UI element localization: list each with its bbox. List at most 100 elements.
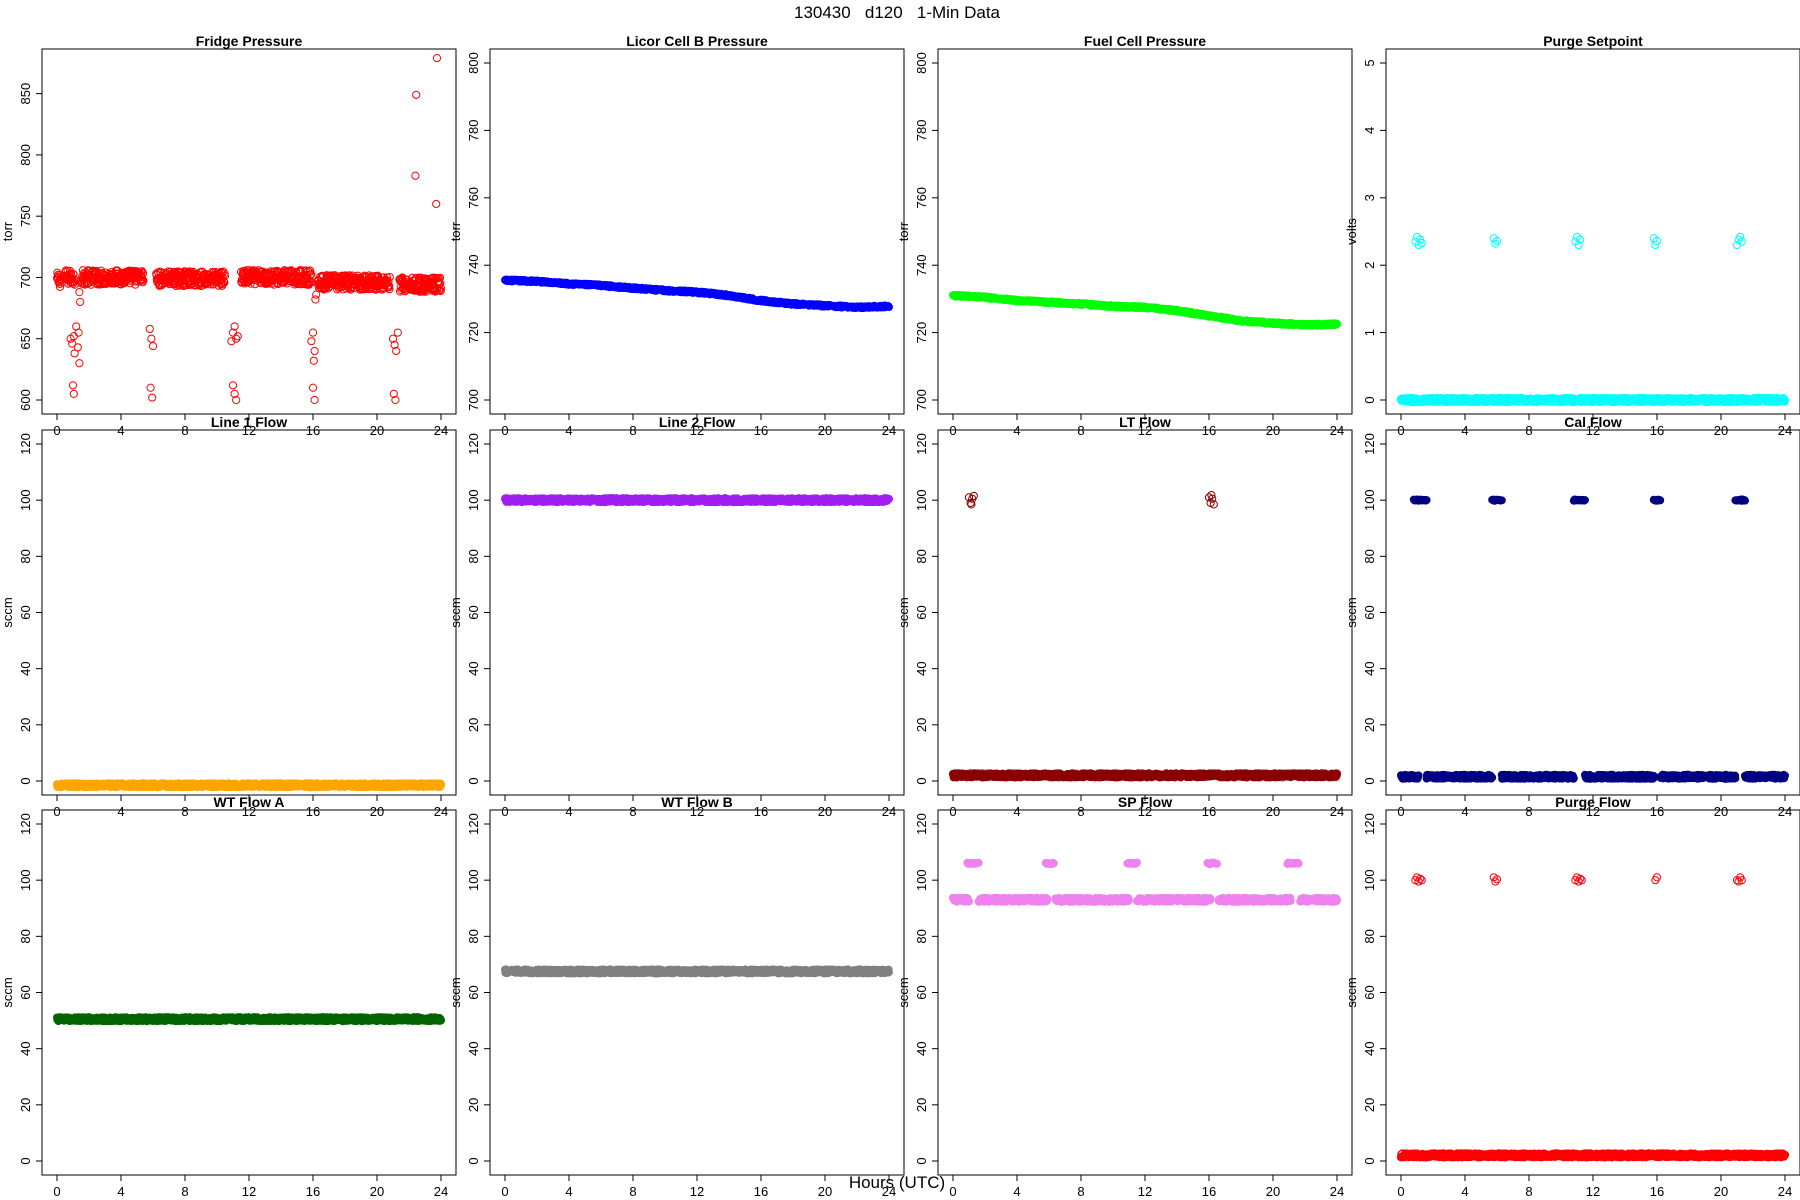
y-tick-label: 760 [914, 187, 929, 209]
data-point [312, 290, 321, 299]
panel-title: Line 2 Flow [659, 414, 735, 430]
y-tick-label: 720 [914, 322, 929, 344]
y-tick-label: 760 [466, 187, 481, 209]
y-tick-label: 780 [914, 120, 929, 142]
data-point [308, 328, 318, 337]
y-tick-label: 750 [18, 205, 33, 227]
series-markers [949, 290, 1342, 330]
y-tick-label: 60 [18, 605, 33, 619]
series-markers [53, 779, 445, 792]
x-tick-label: 16 [306, 804, 320, 819]
data-point [146, 383, 155, 392]
data-point [75, 288, 84, 297]
x-tick-label: 24 [434, 804, 448, 819]
x-tick-label: 0 [53, 804, 60, 819]
plot-frame [41, 48, 457, 415]
data-point [139, 276, 148, 285]
figure-title: 130430 d120 1-Min Data [794, 3, 1001, 22]
data-point [393, 328, 402, 337]
data-point [137, 272, 146, 281]
data-point [145, 324, 154, 334]
data-point [412, 90, 421, 99]
y-tick-label: 600 [18, 389, 33, 411]
y-tick-label: 3 [1362, 194, 1377, 201]
y-tick-label: 120 [18, 433, 33, 455]
y-tick-label: 0 [1362, 396, 1377, 403]
y-tick-label: 40 [18, 661, 33, 675]
data-point [1333, 319, 1342, 328]
y-tick-label: 780 [466, 120, 481, 142]
data-point [1651, 240, 1660, 250]
plot-frame [41, 429, 457, 796]
y-tick-label: 800 [466, 52, 481, 74]
data-point [310, 395, 319, 405]
plot-frame [937, 48, 1353, 415]
data-point [885, 303, 894, 312]
y-tick-label: 4 [1362, 127, 1377, 134]
y-axis-label: torr [448, 221, 463, 241]
data-point [148, 341, 158, 351]
data-point [228, 381, 238, 390]
y-axis-label: sccm [0, 597, 15, 627]
y-tick-label: 700 [914, 389, 929, 411]
y-tick-label: 720 [466, 322, 481, 344]
x-tick-label: 20 [370, 804, 384, 819]
y-tick-label: 850 [18, 83, 33, 105]
x-tick-label: 8 [181, 804, 188, 819]
y-tick-label: 740 [466, 254, 481, 276]
data-point [148, 393, 157, 402]
data-point [432, 199, 441, 209]
data-point [307, 337, 316, 346]
y-tick-label: 800 [18, 144, 33, 166]
data-point [68, 279, 78, 288]
x-tick-label: 0 [501, 804, 508, 819]
x-tick-label: 4 [117, 804, 124, 819]
data-point [73, 343, 82, 352]
data-point [233, 332, 242, 341]
data-point [69, 270, 78, 279]
data-point [308, 383, 318, 392]
y-tick-label: 5 [1362, 59, 1377, 66]
data-point [68, 381, 78, 390]
data-point [309, 356, 318, 365]
x-tick-label: 8 [629, 804, 636, 819]
series-markers [500, 275, 894, 313]
series-markers [1396, 232, 1790, 407]
data-point [137, 267, 147, 276]
y-tick-label: 20 [18, 718, 33, 732]
data-point [75, 359, 84, 368]
data-point [76, 297, 85, 307]
plot-frame [1385, 48, 1800, 415]
y-tick-label: 650 [18, 328, 33, 350]
data-point [432, 53, 442, 63]
data-point [69, 389, 78, 398]
y-tick-label: 0 [18, 777, 33, 784]
y-tick-label: 80 [18, 549, 33, 563]
y-axis-label: torr [0, 221, 15, 241]
data-point [436, 780, 445, 789]
figure-x-label: Hours (UTC) [849, 1173, 945, 1192]
y-tick-label: 700 [466, 389, 481, 411]
y-tick-label: 2 [1362, 262, 1377, 269]
y-tick-label: 700 [18, 267, 33, 289]
plot-frame [489, 48, 905, 415]
x-tick-label: 4 [565, 804, 572, 819]
panel-title: Fridge Pressure [196, 33, 303, 49]
y-tick-label: 800 [914, 52, 929, 74]
y-tick-label: 100 [18, 489, 33, 511]
data-point [310, 346, 319, 356]
panel-title: Licor Cell B Pressure [626, 33, 768, 49]
data-point [74, 328, 83, 337]
plot-frame [489, 429, 905, 796]
y-axis-label: torr [896, 221, 911, 241]
series-markers [52, 53, 446, 405]
data-point [147, 334, 156, 343]
